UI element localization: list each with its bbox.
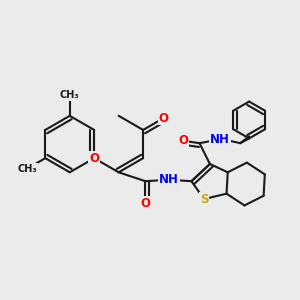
Text: S: S	[200, 193, 208, 206]
Text: CH₃: CH₃	[17, 164, 37, 174]
Text: NH: NH	[159, 173, 179, 186]
Text: O: O	[159, 112, 169, 124]
Text: CH₃: CH₃	[60, 90, 80, 100]
Text: NH: NH	[210, 133, 230, 146]
Text: O: O	[178, 134, 188, 147]
Text: O: O	[140, 197, 150, 210]
Text: O: O	[89, 152, 99, 165]
